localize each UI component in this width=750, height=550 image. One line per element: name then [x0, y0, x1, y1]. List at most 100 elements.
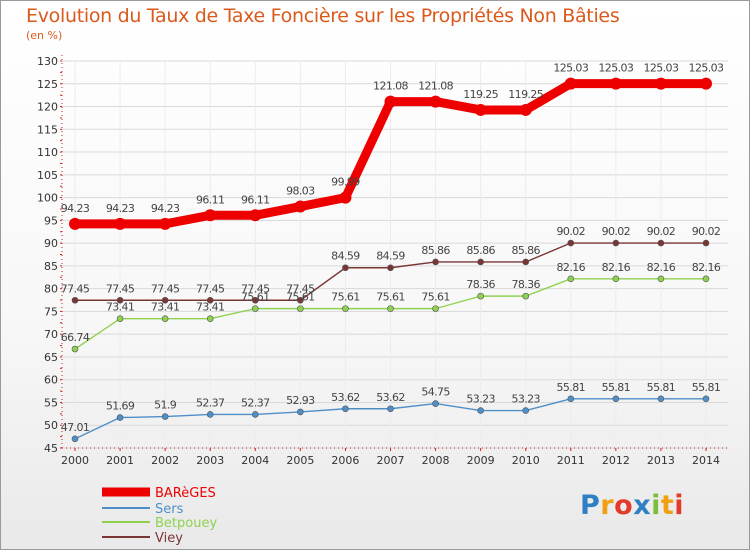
chart-title: Evolution du Taux de Taxe Foncière sur l… — [26, 5, 620, 27]
data-point — [657, 395, 665, 403]
x-tick-label: 2012 — [602, 454, 630, 467]
data-point — [609, 77, 622, 90]
data-point — [161, 413, 169, 420]
data-point — [297, 305, 304, 312]
data-point — [116, 414, 124, 421]
y-unit-label: (en %) — [26, 29, 63, 42]
data-label: 125.03 — [643, 62, 678, 75]
data-point — [206, 411, 214, 418]
data-point — [387, 264, 394, 272]
data-label: 54.75 — [421, 386, 450, 399]
data-label: 51.69 — [106, 400, 135, 413]
logo-letter: i — [674, 490, 685, 521]
y-tick-label: 100 — [37, 192, 58, 205]
y-tick-label: 85 — [44, 260, 58, 273]
data-label: 121.08 — [373, 80, 408, 93]
data-point — [522, 292, 530, 300]
data-label: 90.02 — [692, 225, 721, 238]
y-tick-label: 125 — [37, 78, 58, 91]
data-point — [204, 209, 217, 222]
data-point — [700, 77, 712, 90]
x-tick-label: 2002 — [151, 454, 179, 467]
data-point — [342, 305, 349, 312]
data-point — [159, 217, 172, 230]
data-label: 84.59 — [331, 250, 360, 263]
data-point — [339, 191, 352, 204]
data-point — [477, 258, 484, 266]
x-tick-label: 2000 — [61, 454, 89, 467]
y-tick-label: 75 — [44, 305, 58, 318]
data-point — [116, 296, 124, 304]
y-tick-label: 110 — [37, 146, 58, 159]
x-tick-label: 2011 — [557, 454, 585, 467]
data-label: 73.41 — [151, 301, 180, 314]
y-tick-label: 65 — [44, 351, 58, 364]
logo-letter: r — [600, 490, 615, 521]
data-point — [657, 275, 665, 283]
data-label: 75.61 — [286, 291, 315, 304]
proxiti-logo: Proxiti — [580, 490, 684, 521]
data-label: 99.99 — [331, 176, 360, 189]
data-label: 75.61 — [421, 291, 450, 304]
x-tick-label: 2005 — [286, 454, 314, 467]
y-tick-label: 115 — [37, 123, 58, 136]
y-tick-label: 55 — [44, 396, 58, 409]
data-label: 66.74 — [61, 331, 90, 344]
legend-label: Viey — [155, 531, 183, 546]
data-label: 77.45 — [196, 282, 225, 295]
data-label: 78.36 — [466, 278, 495, 291]
legend-label: BARèGES — [155, 486, 216, 501]
x-tick-label: 2003 — [196, 454, 224, 467]
data-label: 125.03 — [553, 62, 588, 75]
data-point — [564, 77, 577, 90]
data-label: 53.62 — [376, 391, 405, 404]
data-point — [294, 200, 307, 213]
data-label: 77.45 — [151, 282, 180, 295]
data-label: 82.16 — [692, 261, 721, 274]
x-tick-label: 2014 — [692, 454, 720, 467]
x-tick-label: 2001 — [106, 454, 134, 467]
data-point — [522, 258, 530, 266]
data-point — [342, 405, 349, 413]
y-tick-label: 120 — [37, 101, 58, 114]
data-point — [654, 77, 667, 90]
y-tick-label: 70 — [44, 328, 58, 341]
data-label: 47.01 — [61, 421, 90, 434]
data-point — [567, 275, 575, 283]
data-label: 53.23 — [511, 393, 540, 406]
data-label: 73.41 — [196, 301, 225, 314]
data-label: 73.41 — [106, 301, 135, 314]
data-point — [251, 411, 259, 418]
data-label: 53.62 — [331, 391, 360, 404]
x-tick-label: 2013 — [647, 454, 675, 467]
data-point — [567, 395, 575, 403]
data-label: 77.45 — [106, 282, 135, 295]
y-tick-label: 105 — [37, 169, 58, 182]
data-point — [71, 435, 79, 443]
data-point — [432, 258, 439, 266]
logo-letter: i — [651, 490, 661, 521]
data-label: 55.81 — [692, 381, 721, 394]
data-point — [116, 315, 124, 322]
data-label: 55.81 — [647, 381, 676, 394]
data-label: 90.02 — [602, 225, 631, 238]
data-label: 51.9 — [154, 399, 177, 412]
x-tick-label: 2006 — [331, 454, 359, 467]
data-point — [432, 305, 439, 312]
data-label: 96.11 — [196, 193, 225, 206]
y-tick-label: 90 — [44, 237, 58, 250]
data-point — [612, 395, 620, 403]
x-tick-label: 2009 — [467, 454, 495, 467]
data-point — [206, 296, 214, 304]
data-point — [342, 264, 349, 272]
logo-letter: t — [660, 490, 675, 521]
data-point — [477, 292, 484, 300]
data-point — [114, 217, 127, 230]
data-label: 82.16 — [602, 261, 631, 274]
legend-label: Sers — [155, 502, 184, 517]
data-point — [474, 103, 487, 116]
logo-letter: x — [633, 490, 652, 521]
data-label: 55.81 — [602, 381, 631, 394]
y-tick-label: 80 — [44, 283, 58, 296]
